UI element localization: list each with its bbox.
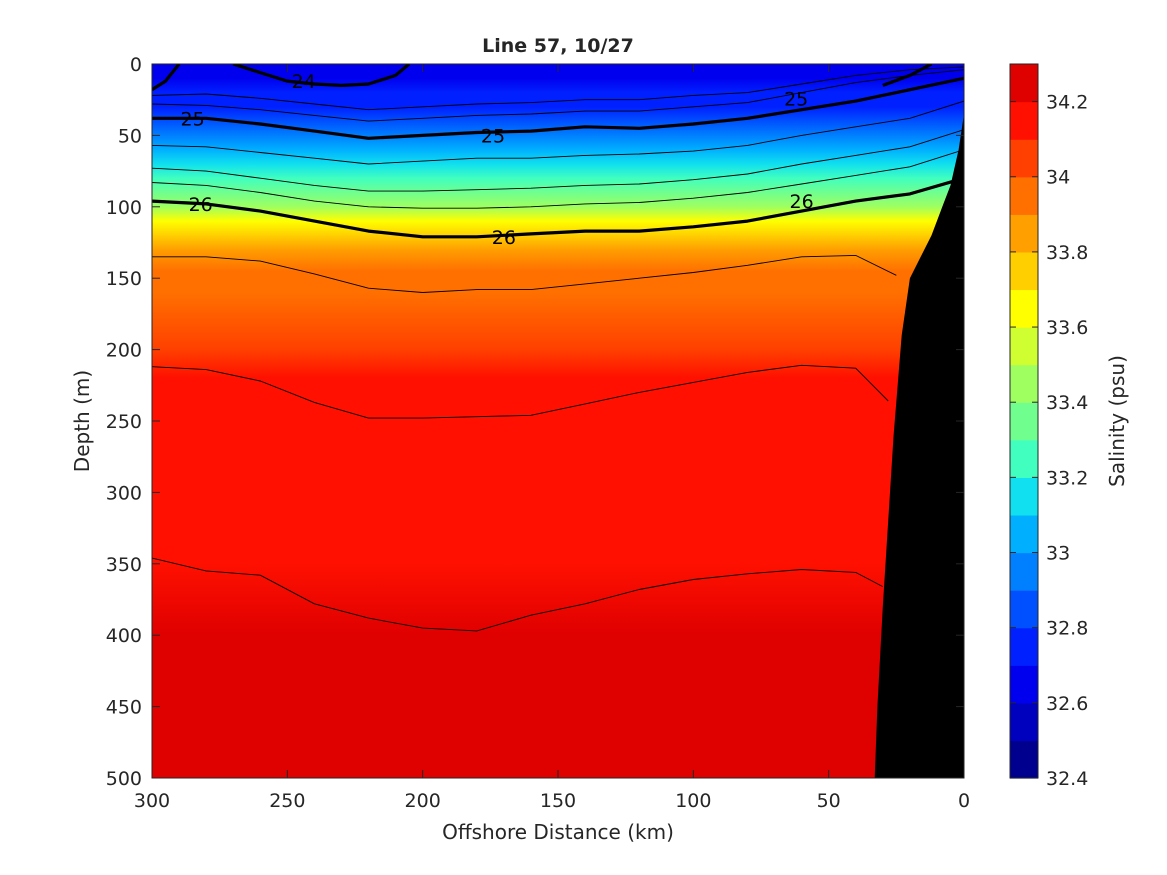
y-tick-label: 500 [106,768,142,790]
y-tick-label: 400 [106,625,142,647]
x-tick-label: 200 [405,790,441,812]
colorbar-tick-label: 32.8 [1046,618,1088,640]
density-contours [152,64,964,632]
bathymetry-seafloor [874,114,964,778]
colorbar-tick-label: 32.6 [1046,693,1088,715]
x-tick-label: 300 [134,790,170,812]
contour-label-25: 25 [181,108,205,130]
contour-label-26: 26 [492,227,516,249]
colorbar-segment [1010,665,1038,704]
y-axis: 0 50 100 150 200 250 300 350 400 450 500 [106,54,964,790]
colorbar-segment [1010,364,1038,403]
colorbar-segment [1010,139,1038,178]
colorbar-ticks: 32.4 32.6 32.8 33 33.2 33.4 33.6 33.8 34 34.2 [1010,92,1088,790]
contour-label-25: 25 [784,88,808,110]
colorbar-segment [1010,740,1038,779]
colorbar-label: Salinity (psu) [1105,355,1129,487]
x-tick-label: 50 [817,790,841,812]
colorbar-tick-label: 33.4 [1046,392,1088,414]
density-contour-thin [152,129,964,192]
colorbar-tick-label: 33.2 [1046,467,1088,489]
colorbar-segment [1010,214,1038,253]
contour-label-26: 26 [790,191,814,213]
x-tick-label: 0 [958,790,970,812]
colorbar-segment [1010,64,1038,103]
y-tick-label: 450 [106,697,142,719]
colorbar-segment [1010,514,1038,554]
colorbar-segment [1010,552,1038,591]
x-tick-label: 250 [269,790,305,812]
colorbar-segment [1010,176,1038,215]
y-tick-label: 150 [106,268,142,290]
colorbar-segment [1010,101,1038,140]
y-tick-label: 350 [106,554,142,576]
colorbar-segment [1010,477,1038,516]
density-contour-thin [152,254,897,293]
x-axis: 300 250 200 150 100 50 0 [134,64,970,812]
density-contour-thin [152,66,964,111]
y-tick-label: 0 [130,54,142,76]
density-contour-thin [152,100,964,165]
x-tick-label: 100 [675,790,711,812]
colorbar-segment [1010,439,1038,478]
x-axis-label: Offshore Distance (km) [442,820,674,844]
contour-label-24: 24 [292,71,316,93]
x-tick-label: 150 [540,790,576,812]
contour-label-26: 26 [189,194,213,216]
density-contour-thin [152,557,884,632]
density-contour-26 [152,176,964,239]
density-contour-thin [152,149,964,209]
colorbar-segment [1010,327,1038,366]
y-tick-label: 100 [106,197,142,219]
y-tick-label: 200 [106,340,142,362]
y-tick-label: 50 [118,125,142,147]
density-contour-thin [152,364,889,419]
colorbar-segment [1010,590,1038,629]
y-tick-label: 250 [106,411,142,433]
colorbar-segment [1010,251,1038,291]
density-contour-25 [152,76,964,140]
colorbar-tick-label: 34.2 [1046,92,1088,114]
density-contour-labels: 24 25 25 25 26 26 26 [181,71,814,249]
colorbar-tick-label: 33 [1046,543,1070,565]
contour-label-25: 25 [481,125,505,147]
colorbar-tick-label: 33.8 [1046,242,1088,264]
colorbar [1010,64,1038,779]
y-axis-label: Depth (m) [70,370,94,472]
colorbar-segment [1010,289,1038,328]
colorbar-segment [1010,402,1038,441]
colorbar-tick-label: 33.6 [1046,317,1088,339]
density-contour-24 [232,64,411,88]
colorbar-frame [1009,63,1039,779]
y-tick-label: 300 [106,482,142,504]
plot-area [152,64,964,778]
density-contour-24 [152,64,181,92]
density-contour-thin [152,69,964,122]
colorbar-tick-label: 34 [1046,167,1070,189]
salinity-field [152,64,964,778]
colorbar-segment [1010,627,1038,666]
chart-title: Line 57, 10/27 [482,35,634,57]
colorbar-tick-label: 32.4 [1046,768,1088,790]
colorbar-segment [1010,702,1038,742]
